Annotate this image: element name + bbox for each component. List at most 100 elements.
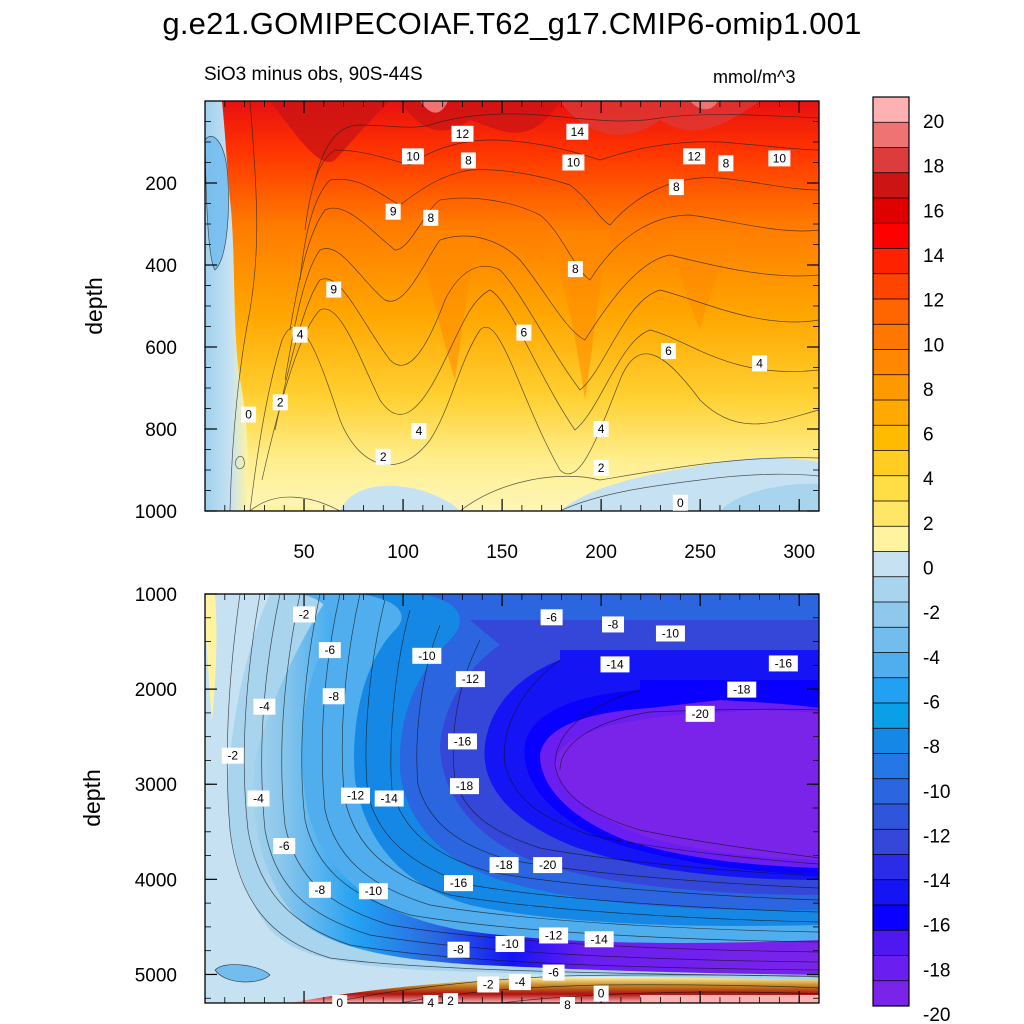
x-tick-label: 250 [684,542,716,563]
contour-label: -4 [247,790,270,807]
svg-text:-14: -14 [381,792,399,806]
svg-text:8: 8 [572,262,579,276]
colorbar-swatch [873,576,909,603]
contour-label: -12 [539,927,569,944]
contour-label: 8 [718,155,734,172]
colorbar-swatch [873,97,909,123]
contour-label: -12 [455,671,485,688]
colorbar-swatch [873,122,909,148]
units-label: mmol/m^3 [713,67,796,87]
svg-text:-14: -14 [606,657,624,671]
colorbar-swatch [873,905,909,931]
contour-label: -2 [293,606,316,623]
colorbar-label: -16 [923,916,950,937]
svg-text:-20: -20 [691,707,709,721]
contour-label: 14 [566,123,589,140]
svg-text:-12: -12 [347,789,365,803]
contour-label: -18 [727,681,757,698]
contour-label: -16 [768,655,798,672]
chart-subtitle: SiO3 minus obs, 90S-44S [204,64,423,85]
colorbar-swatch [873,526,909,552]
contour-label: 4 [593,421,609,437]
contour-label: 6 [660,343,676,360]
colorbar-swatch [873,677,909,704]
contour-label: -10 [412,647,442,664]
y-tick-label: 3000 [135,775,177,796]
svg-text:8: 8 [427,211,434,225]
svg-text:-6: -6 [324,643,335,657]
y-tick-label: 400 [145,256,177,277]
colorbar-label: 12 [923,291,944,312]
svg-text:12: 12 [688,149,702,163]
colorbar-swatch [873,804,909,830]
contour-label: 8 [460,152,476,169]
svg-text:10: 10 [406,149,420,163]
contour-label: 2 [593,459,609,476]
colorbar-swatch [873,627,909,653]
contour-label: -6 [542,964,565,981]
contour-label: -8 [308,881,331,898]
y-tick-label: 1000 [135,585,177,606]
colorbar-label: 4 [923,469,934,490]
svg-text:10: 10 [567,156,581,170]
svg-text:-8: -8 [453,943,464,957]
svg-text:2: 2 [380,450,387,464]
colorbar-swatch [873,602,909,628]
contour-label: 8 [423,209,439,226]
svg-text:-10: -10 [662,626,680,640]
contour-label: 0 [672,494,688,511]
svg-text:-10: -10 [418,649,436,663]
colorbar-swatch [873,172,909,199]
contour-label: -14 [374,790,404,807]
x-tick-label: 100 [387,542,419,563]
svg-text:0: 0 [245,408,252,422]
svg-text:-10: -10 [501,937,519,951]
contour-label: -20 [685,705,715,722]
contour-label: 0 [593,985,609,1002]
y-tick-label: 4000 [135,870,177,891]
contour-label: -8 [602,616,625,633]
colorbar-swatch [873,273,909,300]
colorbar-swatch [873,198,909,224]
contour-label: 9 [326,281,342,298]
svg-text:-8: -8 [608,617,619,631]
colorbar-label: 0 [923,559,934,580]
y-tick-label: 600 [145,338,177,359]
contour-label: 12 [683,148,706,165]
contour-label: 10 [562,154,585,171]
x-tick-label: 50 [293,542,314,563]
contour-label: 4 [752,355,768,372]
x-tick-label: 150 [486,542,518,563]
contour-label: -12 [341,787,371,804]
contour-label: 0 [332,995,348,1011]
colorbar-swatch [873,652,909,679]
colorbar-swatch [873,728,909,754]
contour-label: -6 [318,642,341,659]
svg-text:-4: -4 [259,700,270,714]
svg-text:4: 4 [297,328,304,342]
contour-label: 4 [423,995,439,1011]
svg-text:8: 8 [564,998,571,1012]
svg-text:6: 6 [665,344,672,358]
colorbar-label: -6 [923,692,940,713]
contour-label: -16 [447,733,477,750]
svg-text:0: 0 [598,986,605,1000]
y-tick-label: 1000 [135,502,177,523]
colorbar-swatch [873,425,909,451]
svg-text:-16: -16 [775,656,793,670]
svg-text:-2: -2 [483,977,494,991]
colorbar-swatch [873,930,909,956]
colorbar-swatch [873,955,909,982]
svg-text:10: 10 [773,151,787,165]
svg-text:2: 2 [277,395,284,409]
svg-text:-10: -10 [365,884,383,898]
colorbar-label: -10 [923,782,950,803]
contour-label: 8 [668,179,684,196]
svg-text:-8: -8 [315,883,326,897]
colorbar-swatch [873,753,909,780]
colorbar-label: -14 [923,871,951,892]
svg-text:12: 12 [456,127,470,141]
svg-text:4: 4 [756,356,763,370]
colorbar-label: 18 [923,157,944,178]
colorbar-label: 8 [923,380,934,401]
